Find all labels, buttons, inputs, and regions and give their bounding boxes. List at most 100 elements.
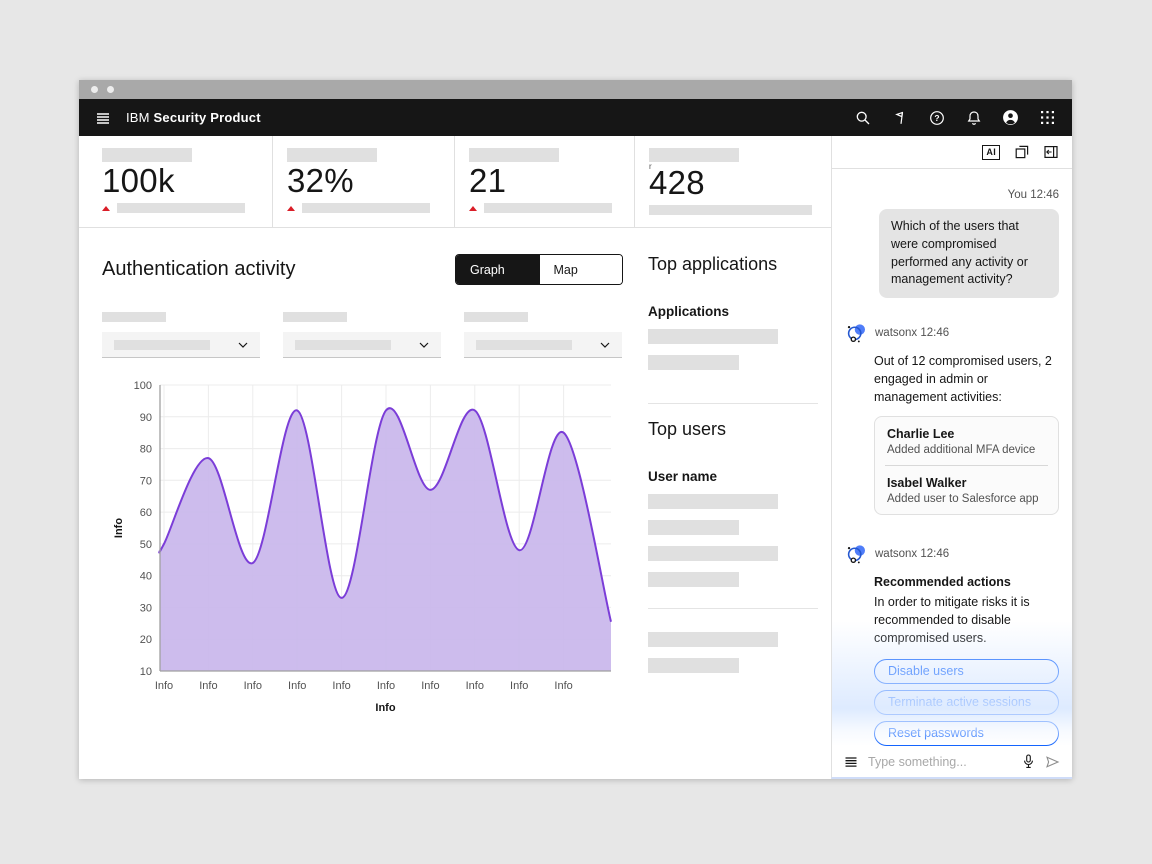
- svg-text:Info: Info: [155, 680, 173, 692]
- filter-label-skeleton: [464, 312, 528, 322]
- dropdown-value-skeleton: [114, 339, 210, 350]
- svg-text:50: 50: [140, 539, 152, 551]
- list-item-skeleton: [648, 546, 778, 561]
- dropdown-value-skeleton: [476, 339, 572, 350]
- auth-chart-svg-host: 10 20 30 40 50 60 70 80 90 100 Info Info Info Info Inf…: [102, 375, 623, 717]
- svg-text:10: 10: [140, 666, 152, 678]
- search-icon[interactable]: [844, 99, 881, 136]
- svg-text:Info: Info: [510, 680, 528, 692]
- divider: [648, 403, 818, 404]
- assistant-message-text: In order to mitigate risks it is recomme…: [874, 594, 1030, 645]
- watsonx-avatar: [846, 543, 867, 564]
- message-meta: watsonx 12:46: [875, 547, 950, 560]
- section-title: Authentication activity: [102, 258, 296, 280]
- dropdown-field[interactable]: [102, 332, 260, 358]
- chat-text-input[interactable]: Type something...: [868, 754, 967, 769]
- signpost-icon[interactable]: [881, 99, 918, 136]
- kpi-card: 21: [454, 136, 634, 227]
- prompt-menu-icon[interactable]: [844, 755, 858, 769]
- window-titlebar: [79, 80, 1072, 99]
- svg-text:30: 30: [140, 602, 152, 614]
- main-area: 100k 32% 21 r 428: [79, 136, 831, 779]
- svg-text:Info: Info: [332, 680, 350, 692]
- chevron-down-icon: [419, 342, 429, 348]
- list-item: Isabel Walker Added user to Salesforce a…: [875, 466, 1058, 514]
- kpi-value: 100k: [102, 162, 175, 199]
- svg-text:60: 60: [140, 507, 152, 519]
- kpi-card: 100k: [79, 136, 272, 227]
- kpi-card: r 428: [634, 136, 831, 227]
- kpi-value: 32%: [287, 162, 354, 199]
- kpi-superscript: r: [649, 162, 652, 171]
- compromised-users-card: Charlie Lee Added additional MFA device …: [874, 416, 1059, 516]
- list-item: Charlie Lee Added additional MFA device: [875, 417, 1058, 465]
- list-item-skeleton: [648, 329, 778, 344]
- svg-text:Info: Info: [466, 680, 484, 692]
- list-item-skeleton: [648, 572, 739, 587]
- list-item-skeleton: [648, 632, 778, 647]
- dropdown-field[interactable]: [464, 332, 622, 358]
- filter-label-skeleton: [102, 312, 166, 322]
- top-users-title: Top users: [648, 419, 727, 439]
- new-window-icon[interactable]: [1015, 145, 1029, 159]
- menu-icon[interactable]: [79, 110, 126, 126]
- svg-text:100: 100: [134, 380, 152, 392]
- assistant-message-title: Recommended actions: [874, 575, 1011, 590]
- app-window: IBM Security Product ?: [79, 80, 1072, 779]
- brand-prefix: IBM: [126, 110, 150, 125]
- list-item-skeleton: [648, 520, 739, 535]
- top-applications-title: Top applications: [648, 254, 778, 274]
- window-control-dot[interactable]: [107, 86, 114, 93]
- svg-text:90: 90: [140, 412, 152, 424]
- window-control-dot[interactable]: [91, 86, 98, 93]
- recommended-actions: Disable users Terminate active sessions …: [874, 658, 1059, 746]
- filter-label-skeleton: [283, 312, 347, 322]
- app-header: IBM Security Product ?: [79, 99, 1072, 136]
- ai-label[interactable]: AI: [982, 144, 1000, 160]
- user-message-bubble: Which of the users that were compromised…: [879, 209, 1059, 298]
- user-activity: Added user to Salesforce app: [887, 493, 1039, 506]
- auth-activity-chart: 10 20 30 40 50 60 70 80 90 100 Info Info Info Info Inf…: [102, 375, 623, 717]
- kpi-value: 428: [649, 164, 705, 201]
- y-axis-title: Info: [113, 518, 125, 538]
- send-icon[interactable]: [1045, 755, 1060, 769]
- area-chart: 10 20 30 40 50 60 70 80 90 100 Info Info Info Info Inf…: [113, 380, 612, 714]
- reset-passwords-button[interactable]: Reset passwords: [874, 720, 1059, 746]
- watsonx-avatar: [846, 322, 867, 343]
- chat-panel-header: AI: [832, 136, 1072, 169]
- list-item-skeleton: [648, 658, 739, 673]
- side-panel-icon[interactable]: [1044, 145, 1058, 159]
- chevron-down-icon: [600, 342, 610, 348]
- message-meta: You 12:46: [1007, 189, 1059, 201]
- filter-row: [102, 312, 623, 358]
- svg-text:20: 20: [140, 634, 152, 646]
- dropdown-field[interactable]: [283, 332, 441, 358]
- tab-map[interactable]: Map: [538, 255, 622, 284]
- trend-up-icon: [287, 205, 295, 211]
- trend-up-icon: [102, 205, 110, 211]
- filter-dropdown: [283, 312, 441, 358]
- username-column-header: User name: [648, 469, 718, 484]
- svg-text:Info: Info: [244, 680, 262, 692]
- header-actions: ?: [844, 99, 1072, 136]
- watsonx-chat-panel: AI You 12:46 Which of the users that wer…: [831, 136, 1072, 779]
- kpi-card: 32%: [272, 136, 454, 227]
- svg-text:?: ?: [934, 113, 939, 123]
- terminate-sessions-button[interactable]: Terminate active sessions: [874, 689, 1059, 715]
- list-item-skeleton: [648, 494, 778, 509]
- kpi-value: 21: [469, 162, 507, 199]
- disable-users-button[interactable]: Disable users: [874, 658, 1059, 684]
- help-icon[interactable]: ?: [918, 99, 955, 136]
- kpi-label-skeleton: [469, 148, 559, 162]
- avatar-icon[interactable]: [992, 99, 1029, 136]
- tab-graph[interactable]: Graph: [456, 255, 539, 284]
- user-name: Isabel Walker: [887, 476, 967, 491]
- filter-dropdown: [464, 312, 622, 358]
- divider: [885, 465, 1048, 467]
- assistant-message-text: Out of 12 compromised users, 2 engaged i…: [874, 354, 1052, 405]
- microphone-icon[interactable]: [1022, 754, 1035, 769]
- app-switcher-icon[interactable]: [1029, 99, 1066, 136]
- chevron-down-icon: [238, 342, 248, 348]
- notifications-icon[interactable]: [955, 99, 992, 136]
- side-lists: Top applications Applications Top users …: [648, 254, 818, 779]
